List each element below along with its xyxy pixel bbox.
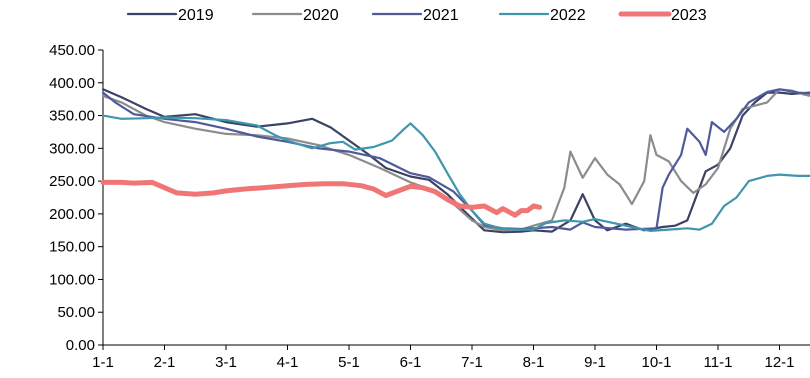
x-tick-label: 12-1 (764, 354, 794, 371)
x-tick-label: 5-1 (338, 354, 360, 371)
y-axis: 0.00 50.00 100.00 150.00 200.00 250.00 300.00 3… (49, 42, 104, 354)
y-tick-label: 100.00 (49, 271, 95, 288)
x-tick-label: 7-1 (461, 354, 483, 371)
series-line-2022 (101, 114, 810, 232)
x-tick-label: 4-1 (277, 354, 299, 371)
series-line-2019 (101, 88, 810, 234)
x-tick-label: 3-1 (215, 354, 237, 371)
y-tick-label: 400.00 (49, 75, 95, 92)
x-tick-label: 11-1 (704, 354, 733, 371)
y-tick-label: 350.00 (49, 108, 95, 125)
legend-label-2021: 2021 (423, 7, 459, 24)
x-axis: 1-1 2-1 3-1 4-1 5-1 6-1 7-1 8-1 9-1 10-1 11-1 12-1 (92, 344, 810, 371)
x-tick-label: 2-1 (154, 354, 176, 371)
y-tick-label: 450.00 (49, 42, 95, 59)
y-tick-label: 250.00 (49, 173, 95, 190)
x-tick-label: 10-1 (641, 354, 671, 371)
series-line-2021 (101, 88, 810, 231)
x-tick-label: 8-1 (523, 354, 545, 371)
y-tick-label: 150.00 (49, 239, 95, 256)
y-tick-label: 200.00 (49, 206, 95, 223)
y-tick-label: 300.00 (49, 140, 95, 157)
y-tick-label: 0.00 (66, 337, 95, 354)
legend-label-2022: 2022 (550, 7, 586, 24)
legend-label-2023: 2023 (671, 7, 707, 24)
x-tick-label: 6-1 (400, 354, 422, 371)
legend-label-2019: 2019 (178, 7, 214, 24)
legend-label-2020: 2020 (303, 7, 339, 24)
y-tick-label: 50.00 (57, 304, 95, 321)
x-tick-label: 9-1 (584, 354, 606, 371)
series-line-2020 (101, 88, 810, 232)
x-tick-label: 1-1 (92, 354, 114, 371)
legend: 2019 2020 2021 2022 2023 (126, 7, 707, 24)
plot-area (100, 88, 810, 234)
series-line-2023 (100, 179, 543, 218)
